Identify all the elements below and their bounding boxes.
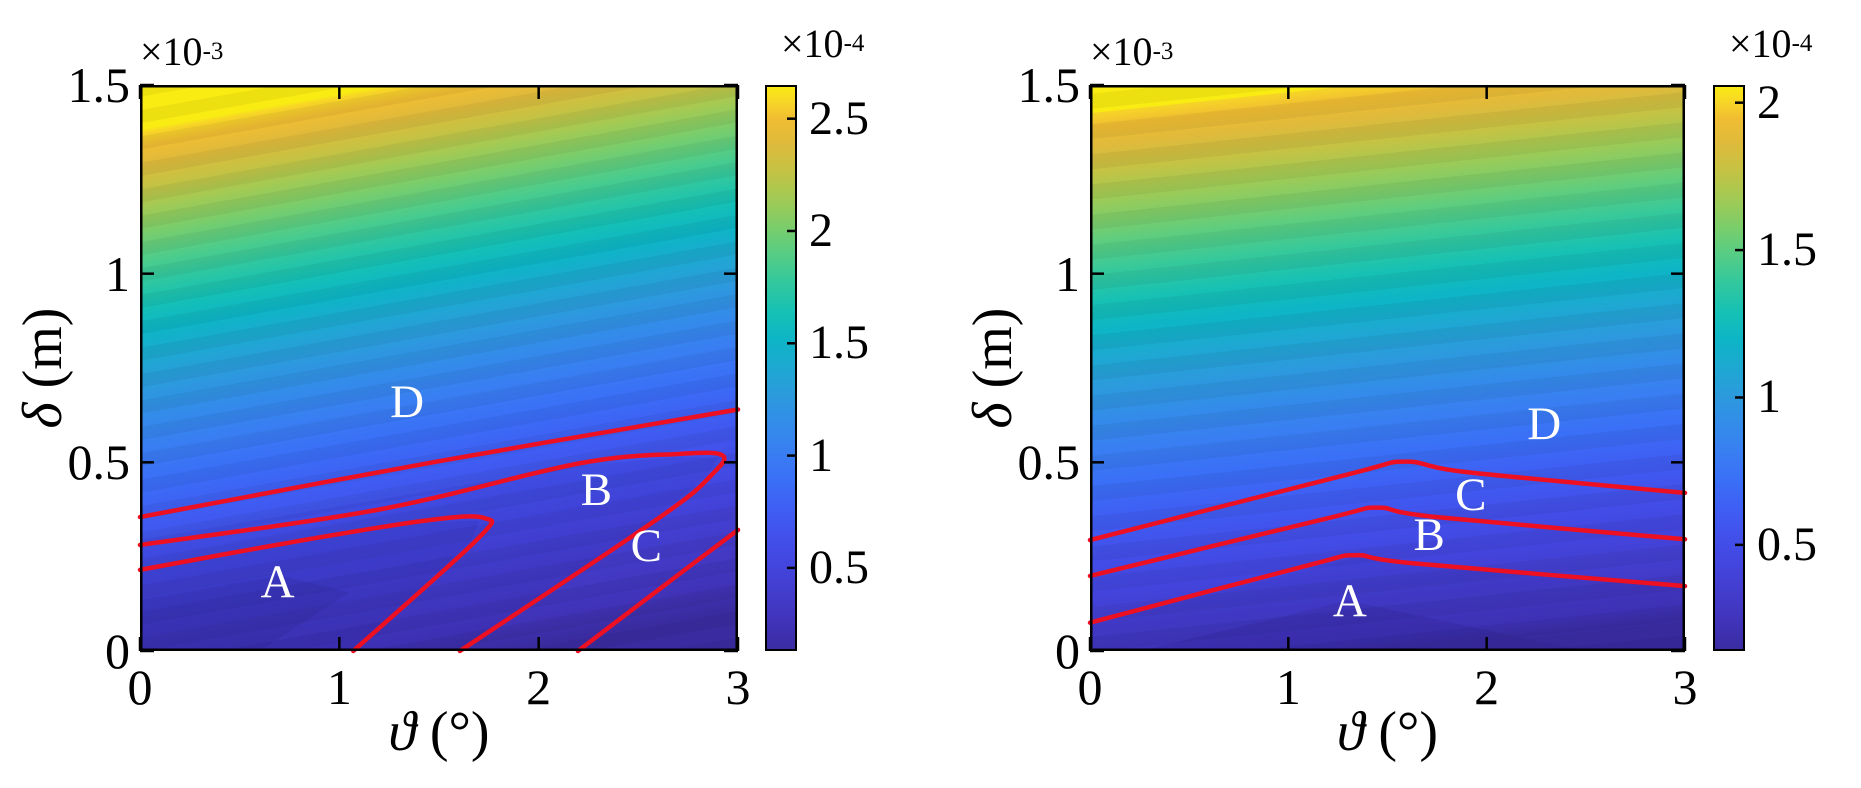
delta-symbol: δ <box>12 402 74 429</box>
x-tick-label: 3 <box>1672 659 1698 715</box>
exponent-mantissa: ×10 <box>1090 29 1153 74</box>
delta-symbol: δ <box>962 402 1024 429</box>
y-axis-unit: (m) <box>12 307 74 403</box>
shade-region-1 <box>140 520 479 651</box>
region-label-B: B <box>581 464 612 516</box>
y-axis-label: δ (m) <box>12 307 74 429</box>
colorbar-tick-label: 0.5 <box>1757 517 1817 571</box>
y-axis-unit: (m) <box>962 307 1024 403</box>
y-axis-exponent: ×10-3 <box>140 32 223 72</box>
shade-region-1 <box>1139 600 1586 651</box>
x-axis-unit: (°) <box>415 701 490 763</box>
exponent-power: -3 <box>202 38 224 65</box>
red-contour-B <box>1087 552 1688 625</box>
colorbar-exponent: ×10-4 <box>781 24 864 64</box>
region-label-A: A <box>261 556 295 608</box>
x-tick-label: 0 <box>127 659 153 715</box>
colorbar-exponent: ×10-4 <box>1729 24 1812 64</box>
y-axis-label: δ (m) <box>962 307 1024 429</box>
colorbar-tick-label: 2 <box>1757 75 1781 129</box>
y-tick-label: 0.5 <box>1017 434 1081 491</box>
exponent-power: -4 <box>843 30 865 57</box>
x-tick-label: 0 <box>1077 659 1103 715</box>
colorbar-tick-label: 2.5 <box>809 91 869 145</box>
exponent-mantissa: ×10 <box>1729 21 1792 66</box>
region-label-D: D <box>390 376 424 428</box>
y-tick-label: 0.5 <box>67 434 131 491</box>
shade-region-0 <box>1090 557 1685 651</box>
colorbar <box>1713 85 1745 651</box>
x-tick-label: 1 <box>1275 659 1301 715</box>
colorbar-border <box>1713 85 1745 651</box>
contour-bands <box>140 85 738 651</box>
colorbar-gradient <box>1713 85 1745 651</box>
y-tick-label: 0 <box>105 623 130 679</box>
plot-area: A BC D <box>137 83 741 654</box>
x-axis-label: ϑ (°) <box>1337 704 1438 760</box>
exponent-power: -3 <box>1152 38 1174 65</box>
shade-region-0 <box>140 456 719 651</box>
axes-box <box>140 85 738 651</box>
theta-symbol: ϑ <box>388 701 416 763</box>
region-label-D: D <box>1527 398 1561 450</box>
exponent-mantissa: ×10 <box>781 21 844 66</box>
y-tick-label: 1.5 <box>67 57 131 113</box>
colorbar-border <box>765 85 797 651</box>
shade-region-2 <box>140 575 350 651</box>
red-contour-C <box>1087 505 1688 579</box>
red-contour-B-loop <box>137 450 727 654</box>
x-axis-label: ϑ (°) <box>388 704 489 760</box>
y-tick-label: 0 <box>1055 623 1080 679</box>
y-tick-label: 1 <box>105 245 130 302</box>
contour-bands <box>1090 85 1685 651</box>
x-tick-label: 2 <box>1474 659 1500 715</box>
x-tick-label: 2 <box>526 659 552 715</box>
axes-box <box>1090 85 1685 651</box>
x-tick-label: 3 <box>725 659 751 715</box>
exponent-power: -4 <box>1791 30 1813 57</box>
colorbar-tick-label: 0.5 <box>809 540 869 594</box>
colorbar-tick-label: 1 <box>1757 370 1781 424</box>
colorbar <box>765 85 797 651</box>
region-label-A: A <box>1333 575 1367 627</box>
red-contour-D <box>137 407 741 520</box>
x-axis-unit: (°) <box>1364 701 1439 763</box>
colorbar-tick-label: 1.5 <box>809 316 869 370</box>
colorbar-gradient <box>765 85 797 651</box>
exponent-mantissa: ×10 <box>140 29 203 74</box>
red-contour-D <box>1087 459 1688 543</box>
region-label-B: B <box>1413 509 1444 561</box>
y-tick-label: 1.5 <box>1017 57 1081 113</box>
region-label-C: C <box>631 520 662 572</box>
theta-symbol: ϑ <box>1336 701 1365 763</box>
region-label-C: C <box>1455 469 1486 521</box>
x-tick-label: 1 <box>326 659 352 715</box>
colorbar-tick-label: 1.5 <box>1757 223 1817 277</box>
red-contour-A-loop <box>137 514 495 654</box>
y-tick-label: 1 <box>1055 245 1080 302</box>
colorbar-tick-label: 2 <box>809 203 833 257</box>
red-contour-C <box>575 527 741 654</box>
y-axis-exponent: ×10-3 <box>1090 32 1173 72</box>
colorbar-tick-label: 1 <box>809 428 833 482</box>
